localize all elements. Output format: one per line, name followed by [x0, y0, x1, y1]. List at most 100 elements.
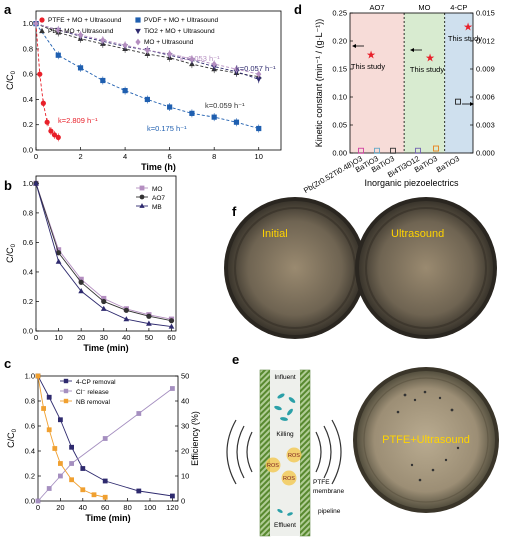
y2-axis-label: Efficiency (%): [190, 411, 200, 466]
data-point: [69, 477, 74, 483]
y-axis-label: C/C0: [5, 70, 17, 90]
x-tick-label: 0: [34, 333, 38, 342]
data-point: [168, 318, 175, 324]
y-tick-label: 0.25: [332, 9, 347, 18]
data-point: [46, 394, 52, 400]
y-tick-label: 1.0: [23, 19, 33, 28]
x-tick-label: 10: [255, 152, 263, 161]
x-tick-label: 60: [167, 333, 175, 342]
x-tick-label: 30: [100, 333, 108, 342]
group-background: [404, 13, 445, 153]
group-label: MO: [418, 3, 430, 12]
plot-frame: [37, 375, 179, 502]
y-tick-label: 0.00: [332, 149, 347, 158]
x-tick-label: 0: [34, 152, 38, 161]
data-point: [101, 295, 107, 302]
label-membrane: membrane: [313, 488, 344, 495]
data-point: [37, 71, 43, 77]
panel-label-b: b: [4, 178, 12, 193]
y-tick-label: 0.6: [23, 70, 33, 79]
material-label: Pb(Zr0.52Ti0.48)O3: [302, 154, 364, 195]
x-tick-label: 100: [144, 503, 157, 512]
data-point: [55, 26, 61, 34]
data-point: [58, 473, 63, 479]
y2-tick-label: 0.009: [476, 65, 495, 74]
data-point: [390, 147, 396, 154]
y-tick-label: 0.4: [25, 447, 35, 456]
data-point: [77, 65, 84, 71]
data-point: [78, 288, 85, 294]
k-annotation: k=0.057 h⁻¹: [236, 64, 276, 73]
this-study-label: This study: [448, 34, 482, 43]
sound-waves-left: [226, 419, 253, 485]
x-tick-label: 20: [56, 503, 64, 512]
ros-label-2: ROS: [288, 453, 300, 459]
data-point: [189, 55, 195, 63]
data-point: [33, 180, 39, 186]
y-tick-label: 1.0: [23, 179, 33, 188]
k-annotation: k=0.053 h⁻¹: [180, 54, 220, 63]
data-point: [91, 492, 97, 498]
arrow-head: [470, 102, 474, 106]
x-tick-label: 40: [79, 503, 87, 512]
data-point: [136, 488, 142, 494]
x-tick-label: 20: [77, 333, 85, 342]
y-tick-label: 0.10: [332, 93, 347, 102]
y2-tick-label: 40: [181, 397, 189, 406]
legend-marker: [139, 194, 145, 200]
data-point: [122, 41, 128, 49]
label-killing: Killing: [276, 431, 294, 438]
bacteria-icons: [274, 393, 296, 516]
y-tick-label: 0.6: [25, 422, 35, 431]
plot-frame: [349, 12, 474, 154]
data-point: [256, 70, 262, 78]
panel-label-a: a: [4, 2, 12, 17]
data-point: [46, 427, 52, 433]
legend-marker: [135, 28, 141, 35]
group-background: [444, 13, 473, 153]
legend-label: Cl⁻ release: [76, 389, 109, 396]
data-point: [35, 373, 41, 379]
data-point: [189, 110, 195, 116]
y-tick-label: 0.6: [23, 238, 33, 247]
k-annotation: k=0.175 h⁻¹: [147, 124, 187, 133]
x-tick-label: 80: [123, 503, 131, 512]
data-point: [78, 276, 84, 282]
panel-label-c: c: [4, 356, 11, 371]
data-point: [433, 145, 439, 152]
data-point: [40, 100, 46, 106]
data-point: [69, 444, 74, 450]
x-tick-label: 2: [78, 152, 82, 161]
label-initial: Initial: [262, 228, 288, 240]
y2-tick-label: 10: [181, 472, 189, 481]
series-line-4: [35, 23, 259, 75]
data-point: [33, 20, 39, 28]
plot-frame: [35, 175, 177, 332]
x-tick-label: 10: [54, 333, 62, 342]
data-point: [51, 132, 58, 138]
data-point: [102, 478, 108, 484]
y-tick-label: 0.8: [23, 44, 33, 53]
data-point: [144, 46, 150, 54]
y-tick-label: 0.0: [23, 327, 33, 336]
legend-marker: [139, 185, 145, 191]
x-tick-label: 60: [101, 503, 109, 512]
group-label: 4-CP: [450, 3, 467, 12]
k-annotation: k=2.809 h⁻¹: [58, 116, 98, 125]
data-point: [55, 134, 61, 140]
legend-label: PTFE + MO + Ultrasound: [48, 17, 122, 24]
x-tick-label: 0: [36, 503, 40, 512]
data-point: [144, 96, 150, 103]
y2-tick-label: 0.003: [476, 121, 495, 130]
data-point: [102, 494, 108, 500]
sound-waves-right: [315, 419, 342, 485]
data-point: [146, 313, 152, 319]
data-point: [58, 461, 63, 466]
label-effluent: Effluent: [274, 522, 296, 529]
data-point: [455, 98, 461, 105]
data-point: [233, 119, 240, 125]
data-point: [46, 486, 52, 491]
label-influent: Influent: [274, 374, 296, 381]
y-tick-label: 0.8: [25, 397, 35, 406]
data-point: [55, 250, 62, 256]
